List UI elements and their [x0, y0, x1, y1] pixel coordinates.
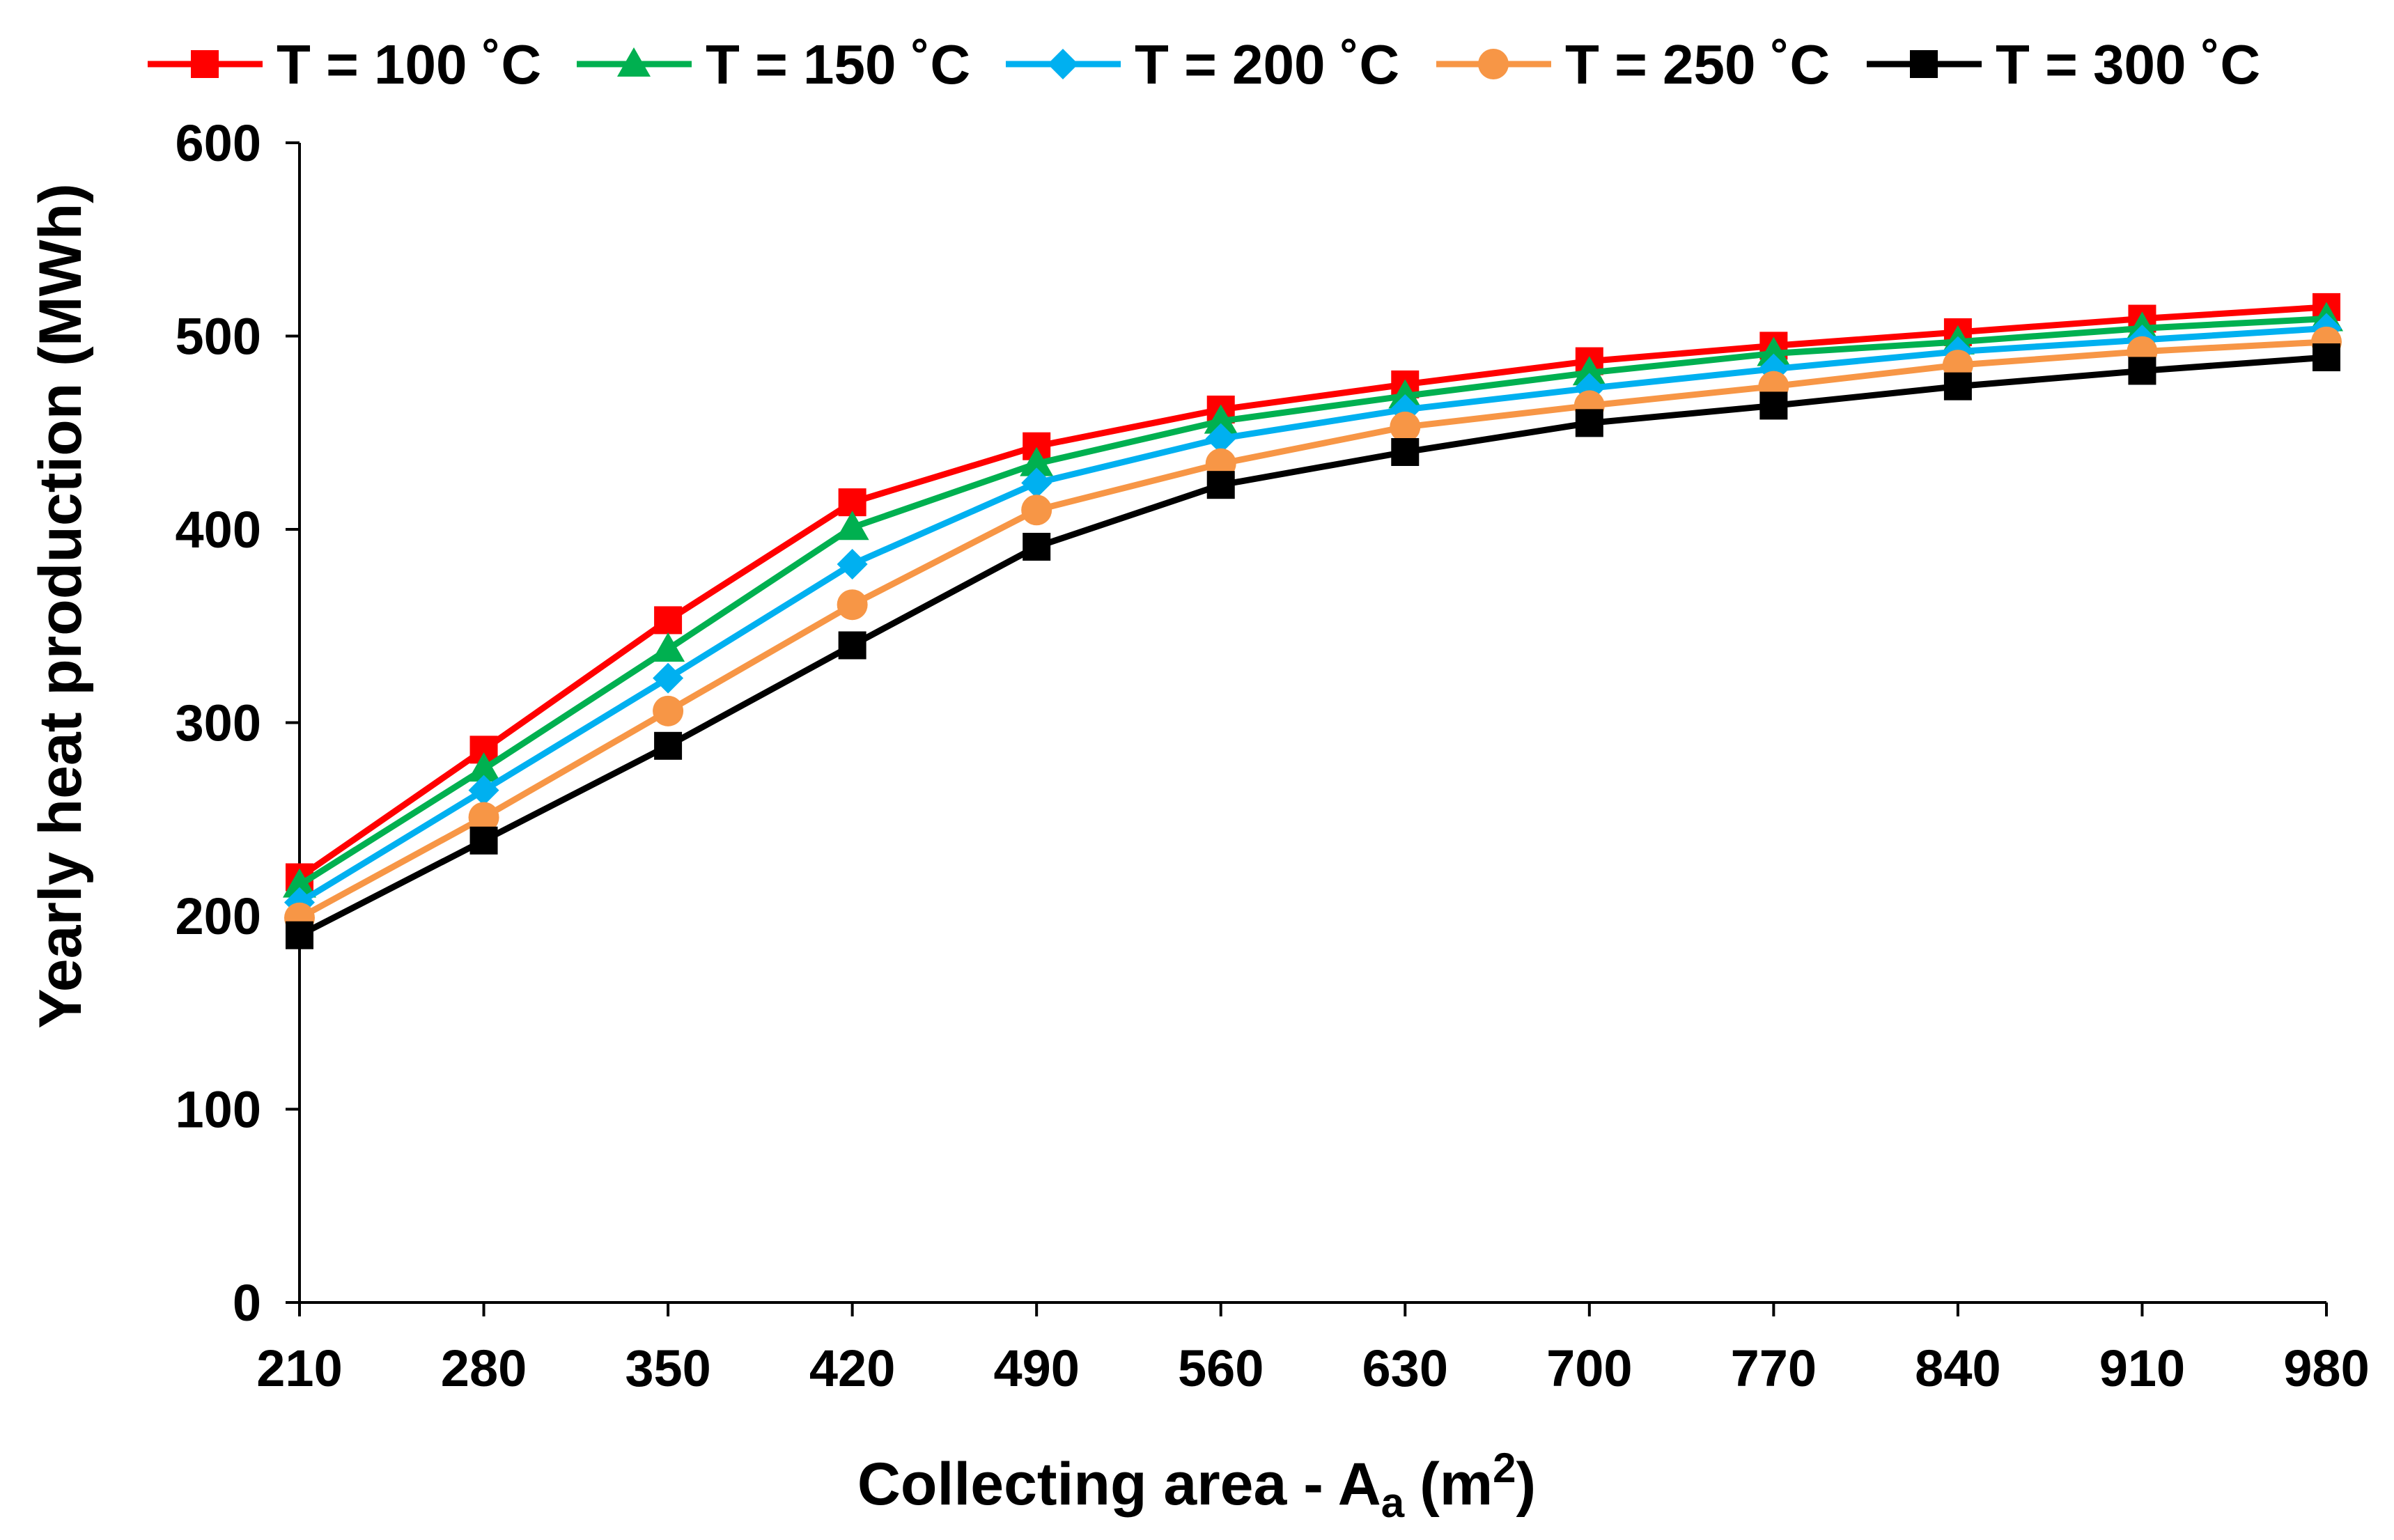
legend-marker [1478, 49, 1509, 79]
data-point [468, 802, 499, 833]
y-tick-label: 500 [176, 308, 261, 366]
data-point [651, 632, 685, 662]
x-tick-label: 210 [256, 1339, 342, 1397]
data-point [1572, 356, 1606, 386]
x-axis-title-subscript: a [1381, 1479, 1405, 1526]
data-point [1388, 379, 1422, 409]
x-tick-label: 980 [2283, 1339, 2369, 1397]
x-axis: 210 280 350 420 490 560 630 700 770 840 910 980 [256, 1301, 2370, 1397]
x-axis-title-superscript: 2 [1493, 1445, 1516, 1491]
data-point [1021, 495, 1052, 526]
legend-label: T = 150 ˚C [706, 33, 970, 95]
legend-item-1: T = 100 ˚C [148, 33, 541, 95]
data-point [838, 631, 866, 660]
data-point [654, 731, 683, 760]
data-point [468, 775, 499, 806]
y-axis: 0 100 200 300 400 500 600 [176, 114, 301, 1332]
x-tick-label: 910 [2099, 1339, 2185, 1397]
data-point [1757, 336, 1791, 366]
x-axis-title: Collecting area - Aa (m2) [857, 1445, 1536, 1526]
data-point [653, 695, 684, 726]
y-tick-label: 300 [176, 694, 261, 752]
series-line [297, 304, 2327, 880]
x-tick-label: 630 [1362, 1339, 1448, 1397]
data-point [1021, 467, 1052, 499]
legend-label: T = 300 ˚C [1996, 33, 2260, 95]
data-point [835, 511, 869, 540]
x-tick-label: 840 [1915, 1339, 2000, 1397]
data-point [1390, 411, 1421, 442]
legend-marker [191, 50, 219, 78]
legend-label: T = 250 ˚C [1565, 33, 1830, 95]
series-line [297, 339, 2327, 921]
data-point [1206, 471, 1235, 499]
data-point [1943, 372, 1972, 400]
x-tick-label: 560 [1178, 1339, 1264, 1397]
legend-marker [617, 47, 651, 77]
y-tick-label: 400 [176, 501, 261, 559]
series-2 [283, 302, 2343, 898]
x-tick-label: 420 [809, 1339, 895, 1397]
legend-label: T = 100 ˚C [277, 33, 541, 95]
data-point [1205, 423, 1236, 454]
legend-item-4: T = 250 ˚C [1436, 33, 1830, 95]
x-axis-title-unit-close: ) [1516, 1451, 1537, 1518]
series-group [283, 293, 2343, 949]
y-axis-title: Yearly heat production (MWh) [27, 183, 94, 1029]
data-point [469, 826, 498, 855]
data-point [286, 921, 313, 949]
data-point [654, 606, 683, 635]
data-point [1575, 409, 1603, 437]
x-tick-label: 280 [441, 1339, 527, 1397]
legend: T = 100 ˚C T = 150 ˚C T = 200 ˚C T = 250 ˚C… [148, 33, 2260, 95]
legend-label: T = 200 ˚C [1135, 33, 1399, 95]
data-point [837, 548, 868, 580]
legend-marker [1048, 49, 1078, 79]
data-point [1391, 438, 1420, 466]
data-point [467, 752, 501, 782]
data-point [653, 662, 684, 694]
series-5 [286, 343, 2340, 949]
data-point [1759, 391, 1788, 420]
data-point [1020, 446, 1054, 476]
series-line [297, 316, 2327, 888]
legend-item-2: T = 150 ˚C [577, 33, 970, 95]
x-axis-title-unit: (m [1420, 1451, 1493, 1518]
x-tick-label: 490 [993, 1339, 1079, 1397]
y-tick-label: 0 [233, 1274, 261, 1332]
y-tick-label: 100 [176, 1081, 261, 1139]
legend-marker [1910, 50, 1938, 78]
y-tick-label: 600 [176, 114, 261, 172]
data-point [2313, 343, 2340, 372]
legend-item-3: T = 200 ˚C [1006, 33, 1399, 95]
series-4 [284, 326, 2342, 933]
data-point [2128, 357, 2156, 385]
legend-item-5: T = 300 ˚C [1867, 33, 2260, 95]
data-point [283, 868, 316, 898]
data-point [1204, 404, 1238, 434]
series-line [297, 325, 2327, 905]
series-line [297, 354, 2327, 938]
x-tick-label: 350 [625, 1339, 710, 1397]
x-tick-label: 700 [1546, 1339, 1632, 1397]
series-3 [284, 313, 2342, 918]
data-point [837, 589, 868, 621]
x-tick-label: 770 [1731, 1339, 1817, 1397]
x-axis-title-main: Collecting area - A [857, 1451, 1381, 1518]
y-tick-label: 200 [176, 887, 261, 945]
data-point [1023, 532, 1051, 561]
